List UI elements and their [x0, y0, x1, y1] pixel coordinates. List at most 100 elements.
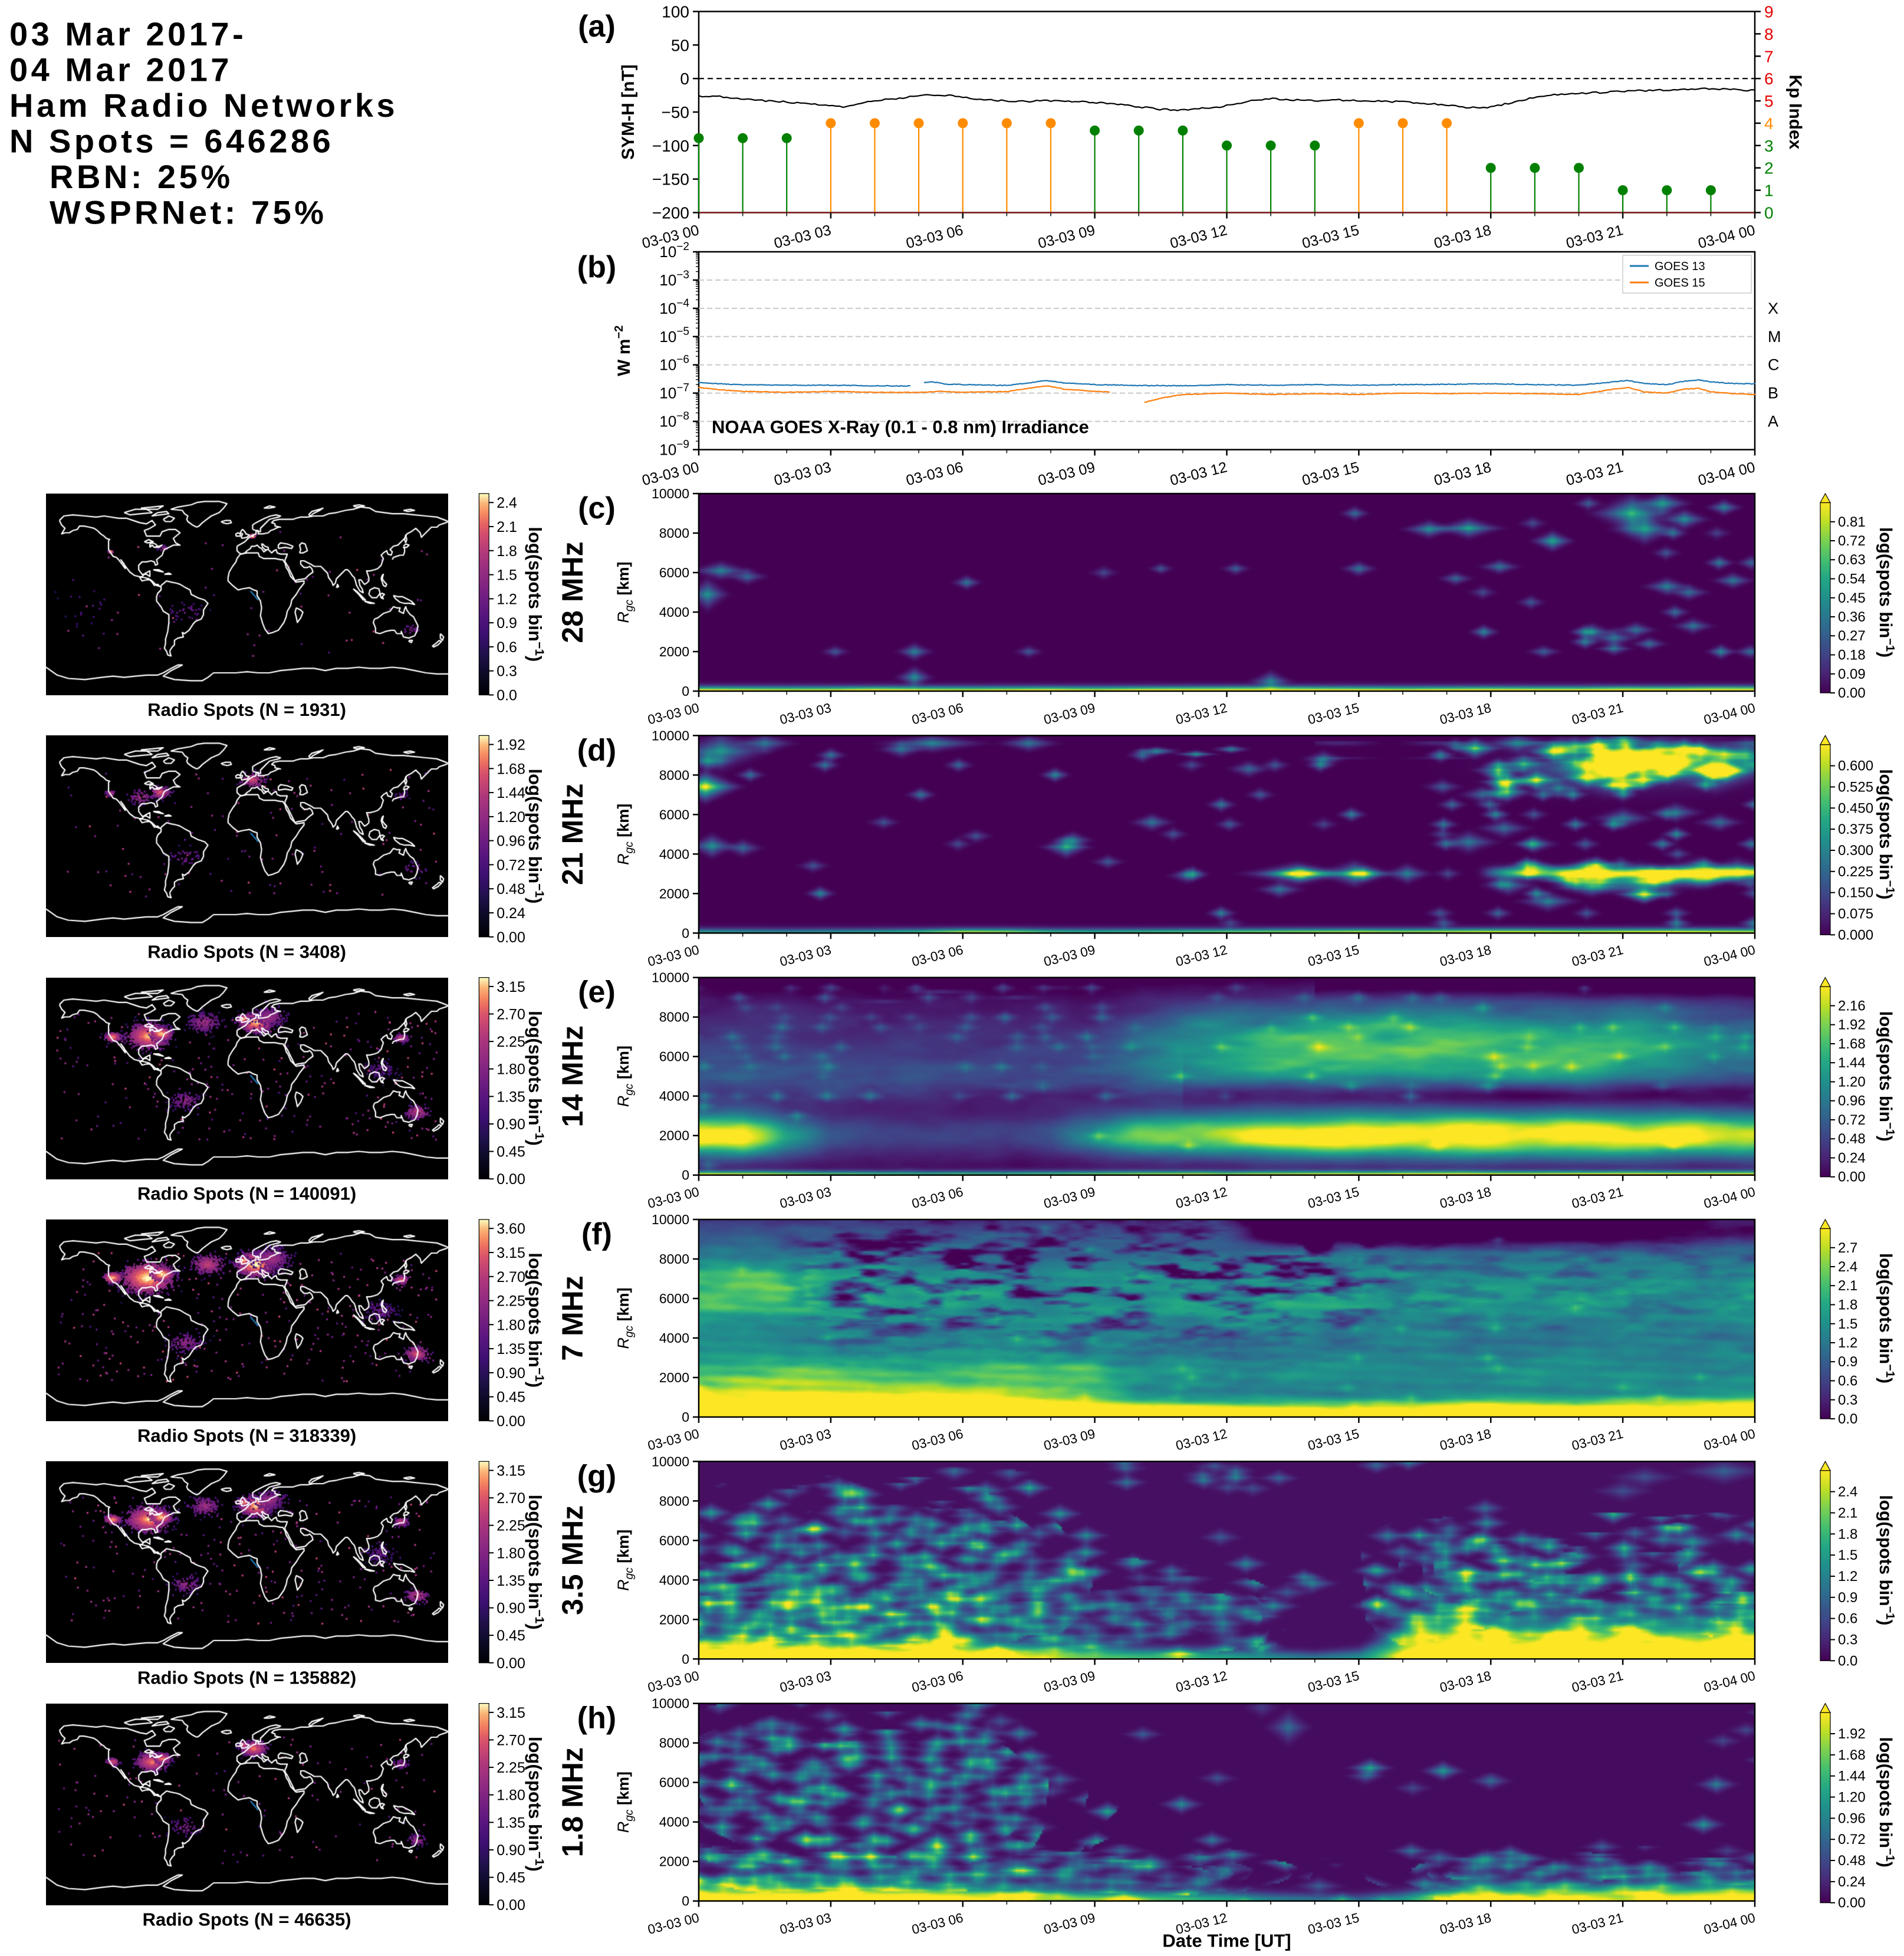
svg-text:1.80: 1.80 [496, 1787, 525, 1804]
svg-text:03-04 00: 03-04 00 [1702, 1668, 1757, 1695]
svg-text:0.375: 0.375 [1838, 821, 1873, 837]
svg-text:2.4: 2.4 [1838, 1484, 1857, 1500]
svg-text:Date Time [UT]: Date Time [UT] [1162, 1931, 1291, 1951]
svg-text:1: 1 [1764, 182, 1774, 200]
svg-text:03-03 06: 03-03 06 [910, 701, 965, 728]
svg-text:1.2: 1.2 [1838, 1569, 1857, 1584]
svg-text:03-03 18: 03-03 18 [1432, 459, 1493, 489]
svg-text:SYM-H [nT]: SYM-H [nT] [619, 64, 638, 160]
svg-text:Ham Radio Networks: Ham Radio Networks [9, 87, 398, 124]
svg-text:10−4: 10−4 [659, 297, 689, 317]
svg-text:0: 0 [682, 1409, 689, 1425]
svg-text:4: 4 [1764, 114, 1774, 133]
svg-text:6000: 6000 [659, 1775, 689, 1790]
svg-text:03-03 03: 03-03 03 [772, 222, 833, 252]
svg-text:03-03 09: 03-03 09 [1043, 1184, 1097, 1211]
svg-text:log(spots bin−1): log(spots bin−1) [1876, 1011, 1896, 1142]
svg-text:1.5: 1.5 [496, 567, 517, 584]
svg-text:6000: 6000 [659, 807, 689, 822]
svg-text:0.72: 0.72 [1838, 533, 1866, 549]
svg-text:log(spots bin−1): log(spots bin−1) [1876, 1495, 1896, 1625]
svg-text:8000: 8000 [659, 1251, 689, 1267]
svg-text:0.96: 0.96 [1838, 1093, 1866, 1109]
svg-text:0.225: 0.225 [1838, 864, 1873, 880]
svg-text:1.20: 1.20 [496, 809, 525, 826]
svg-text:Rgc [km]: Rgc [km] [614, 1530, 636, 1591]
svg-text:0.90: 0.90 [496, 1600, 525, 1617]
svg-text:3: 3 [1764, 137, 1774, 155]
svg-text:3.15: 3.15 [496, 1245, 525, 1261]
svg-text:03-03 15: 03-03 15 [1306, 1910, 1360, 1937]
svg-text:1.8: 1.8 [496, 543, 517, 560]
svg-text:8000: 8000 [659, 1735, 689, 1751]
svg-text:1.80: 1.80 [496, 1061, 525, 1078]
svg-text:0.63: 0.63 [1838, 552, 1866, 568]
svg-text:2.25: 2.25 [496, 1293, 525, 1310]
svg-text:1.2: 1.2 [496, 591, 517, 607]
svg-text:10000: 10000 [652, 486, 689, 501]
svg-text:03 Mar 2017-: 03 Mar 2017- [9, 15, 246, 52]
svg-text:1.35: 1.35 [496, 1814, 525, 1831]
svg-text:10−9: 10−9 [659, 439, 689, 459]
svg-text:21 MHz: 21 MHz [556, 784, 589, 885]
svg-text:1.8 MHz: 1.8 MHz [556, 1747, 589, 1857]
svg-text:0.0: 0.0 [1838, 1411, 1857, 1427]
svg-text:03-03 06: 03-03 06 [905, 459, 965, 489]
svg-text:03-03 18: 03-03 18 [1438, 1426, 1492, 1454]
svg-text:2.25: 2.25 [496, 1034, 525, 1050]
svg-text:1.35: 1.35 [496, 1089, 525, 1105]
svg-text:NOAA GOES X-Ray (0.1 - 0.8 nm): NOAA GOES X-Ray (0.1 - 0.8 nm) Irradianc… [712, 417, 1089, 438]
svg-text:0.9: 0.9 [496, 615, 517, 632]
svg-text:03-03 06: 03-03 06 [910, 1910, 965, 1937]
svg-text:2000: 2000 [659, 886, 689, 901]
svg-text:3.15: 3.15 [496, 979, 525, 995]
svg-text:0.96: 0.96 [496, 833, 525, 850]
svg-text:2.16: 2.16 [1838, 998, 1866, 1014]
svg-text:03-03 21: 03-03 21 [1570, 1184, 1625, 1211]
svg-text:03-03 03: 03-03 03 [778, 1668, 833, 1695]
svg-text:−150: −150 [652, 170, 689, 189]
svg-text:03-03 03: 03-03 03 [778, 701, 833, 728]
svg-text:0.72: 0.72 [496, 857, 525, 873]
svg-text:Radio Spots (N = 318339): Radio Spots (N = 318339) [137, 1425, 356, 1446]
svg-text:03-03 12: 03-03 12 [1168, 459, 1229, 489]
svg-text:GOES 15: GOES 15 [1655, 277, 1705, 290]
svg-text:2.25: 2.25 [496, 1518, 525, 1534]
svg-text:1.80: 1.80 [496, 1317, 525, 1333]
svg-text:0.45: 0.45 [496, 1389, 525, 1406]
svg-text:0.90: 0.90 [496, 1842, 525, 1859]
svg-text:04 Mar 2017: 04 Mar 2017 [9, 51, 232, 88]
svg-text:1.44: 1.44 [496, 785, 525, 801]
svg-text:log(spots bin−1): log(spots bin−1) [525, 1011, 546, 1146]
svg-text:1.35: 1.35 [496, 1573, 525, 1589]
svg-text:0.72: 0.72 [1838, 1832, 1866, 1847]
svg-text:B: B [1768, 384, 1778, 402]
svg-text:(g): (g) [577, 1459, 616, 1493]
svg-text:14 MHz: 14 MHz [556, 1025, 589, 1127]
svg-text:4000: 4000 [659, 1572, 689, 1587]
svg-text:6000: 6000 [659, 1533, 689, 1548]
svg-text:03-03 03: 03-03 03 [778, 1184, 833, 1211]
svg-text:log(spots bin−1): log(spots bin−1) [525, 769, 546, 904]
svg-text:0.00: 0.00 [496, 1897, 525, 1914]
svg-text:0.150: 0.150 [1838, 885, 1873, 901]
svg-text:03-03 06: 03-03 06 [910, 942, 965, 969]
svg-text:W m−2: W m−2 [613, 326, 634, 376]
svg-text:0.96: 0.96 [1838, 1810, 1866, 1826]
svg-text:0.450: 0.450 [1838, 800, 1873, 816]
svg-text:0.24: 0.24 [1838, 1874, 1866, 1890]
svg-text:03-03 03: 03-03 03 [778, 1910, 833, 1937]
svg-text:10−2: 10−2 [659, 241, 689, 261]
svg-text:3.5 MHz: 3.5 MHz [556, 1505, 589, 1615]
svg-text:4000: 4000 [659, 846, 689, 862]
svg-text:0.00: 0.00 [496, 1413, 525, 1430]
svg-text:2.4: 2.4 [1838, 1259, 1857, 1275]
svg-text:10−7: 10−7 [659, 382, 689, 402]
svg-text:1.92: 1.92 [496, 737, 525, 754]
svg-text:Rgc [km]: Rgc [km] [614, 804, 636, 865]
svg-text:(f): (f) [581, 1217, 612, 1251]
svg-text:03-03 06: 03-03 06 [910, 1184, 965, 1211]
svg-text:0: 0 [682, 1893, 689, 1909]
svg-text:2.1: 2.1 [496, 519, 517, 535]
svg-text:4000: 4000 [659, 1089, 689, 1104]
